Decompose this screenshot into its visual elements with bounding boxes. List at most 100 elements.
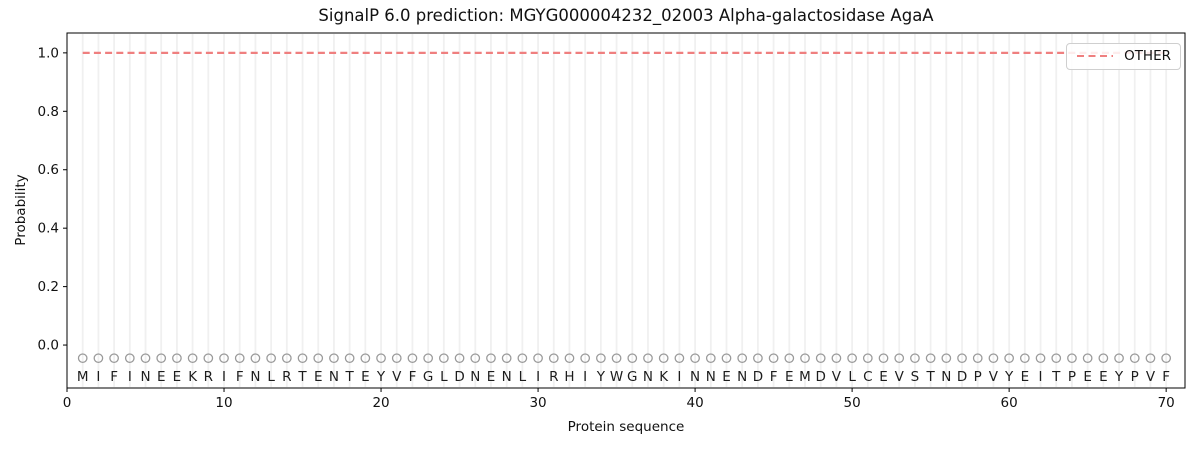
residue-marker-circle (250, 353, 261, 364)
residue-marker-circle (486, 353, 496, 364)
residue-letter: F (236, 369, 244, 385)
residue-marker-circle (957, 353, 967, 364)
residue-marker-circle (831, 353, 842, 364)
residue-marker-circle (124, 353, 135, 364)
y-axis-ticks: 0.0 0.2 0.4 0.6 0.8 1.0 (38, 45, 67, 354)
residue-letter: K (188, 369, 198, 385)
residue-marker-circle (439, 353, 449, 364)
residue-marker-circle (187, 353, 198, 364)
x-tick-label: 0 (63, 395, 72, 411)
residue-letter: E (879, 369, 888, 385)
residue-letter: I (96, 369, 100, 385)
residue-letter: E (487, 369, 496, 385)
legend-label-other: OTHER (1124, 48, 1171, 64)
residue-letter: W (610, 369, 623, 385)
residue-marker-circle (815, 353, 826, 364)
residue-marker-circle (1161, 353, 1172, 364)
residue-marker-circle (1067, 353, 1077, 364)
y-tick-label: 0.4 (38, 221, 59, 237)
residue-letter: G (627, 369, 637, 385)
residue-letter: N (502, 369, 512, 385)
residue-letter: V (392, 369, 402, 385)
residue-letter: H (564, 369, 574, 385)
x-tick-label: 20 (372, 395, 389, 411)
residue-letter: T (297, 369, 307, 385)
residue-letter: E (314, 369, 323, 385)
residue-letter: R (204, 369, 213, 385)
residue-letter: N (140, 369, 150, 385)
residue-markers (77, 353, 1172, 364)
residue-letter: I (128, 369, 132, 385)
residue-letter: D (957, 369, 967, 385)
residue-marker-circle (1098, 353, 1109, 364)
residue-marker-circle (1051, 353, 1062, 364)
residue-marker-circle (690, 353, 700, 364)
residue-marker-circle (344, 353, 355, 364)
residue-marker-circle (925, 353, 936, 364)
x-axis-ticks: 0 10 20 30 40 50 60 70 (63, 388, 1175, 411)
gridlines (81, 34, 1168, 387)
residue-letter: F (409, 369, 417, 385)
residue-letter: E (173, 369, 182, 385)
residue-marker-circle (721, 353, 732, 364)
plot-border (66, 32, 1186, 389)
y-tick-label: 0.6 (38, 162, 59, 178)
residue-marker-circle (1082, 353, 1093, 364)
residue-letter: I (1039, 369, 1043, 385)
residue-letter: V (895, 369, 905, 385)
residue-letter: E (1083, 369, 1092, 385)
residue-marker-circle (109, 353, 119, 364)
y-tick-label: 0.8 (38, 104, 59, 120)
residue-letter: D (816, 369, 826, 385)
residue-letter: E (785, 369, 794, 385)
residue-marker-circle (674, 353, 685, 364)
residue-letter: Y (596, 369, 606, 385)
residue-marker-circle (1035, 353, 1046, 364)
residue-marker-circle (329, 353, 339, 364)
y-tick-label: 1.0 (38, 45, 59, 61)
residue-marker-circle (972, 353, 983, 364)
residue-marker-circle (156, 353, 167, 364)
residue-marker-circle (297, 353, 308, 364)
residue-marker-circle (564, 353, 575, 364)
residue-marker-circle (470, 353, 481, 364)
residue-letter: F (770, 369, 778, 385)
residue-letter: E (157, 369, 166, 385)
x-tick-label: 60 (1001, 395, 1018, 411)
residue-marker-circle (784, 353, 795, 364)
residue-letter: R (549, 369, 558, 385)
residue-letter: I (583, 369, 587, 385)
residue-marker-circle (313, 353, 324, 364)
residue-marker-circle (627, 353, 638, 364)
residue-marker-circle (1019, 353, 1030, 364)
legend-box: OTHER (1066, 43, 1181, 70)
x-tick-label: 10 (215, 395, 232, 411)
residue-letter: D (753, 369, 763, 385)
x-tick-label: 50 (844, 395, 861, 411)
residue-letter: E (1021, 369, 1030, 385)
residue-letter: K (659, 369, 669, 385)
residue-letter: M (77, 369, 89, 385)
residue-marker-circle (737, 353, 748, 364)
residue-letter: I (677, 369, 681, 385)
residue-letter: P (1131, 369, 1139, 385)
residue-marker-circle (203, 353, 214, 364)
residue-letter: Y (376, 369, 386, 385)
residue-marker-circle (658, 353, 669, 364)
chart-title: SignalP 6.0 prediction: MGYG000004232_02… (318, 6, 934, 25)
residue-letter: V (989, 369, 999, 385)
residue-letter: E (722, 369, 731, 385)
residue-marker-circle (1114, 353, 1124, 364)
x-tick-label: 30 (529, 395, 546, 411)
residue-letter: Y (1114, 369, 1124, 385)
residue-letter: N (329, 369, 339, 385)
residue-marker-circle (988, 353, 999, 364)
residue-letter: R (282, 369, 291, 385)
residue-letter: N (737, 369, 747, 385)
residue-marker-circle (643, 353, 653, 364)
y-tick-label: 0.2 (38, 279, 59, 295)
residue-marker-circle (705, 353, 716, 364)
residue-marker-circle (93, 353, 104, 364)
